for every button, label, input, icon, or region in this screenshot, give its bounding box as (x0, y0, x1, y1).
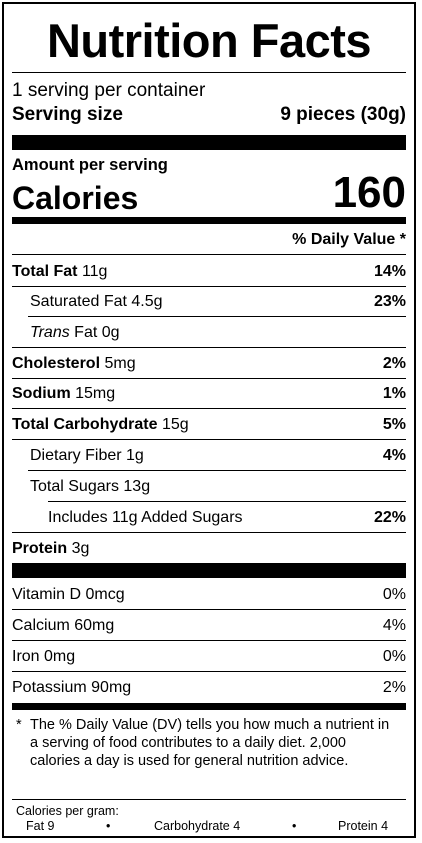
calories-per-gram-carbohydrate: Carbohydrate 4 (154, 819, 241, 833)
divider (12, 286, 406, 287)
divider (12, 671, 406, 672)
vitamin-row-calcium: Calcium 60mg 4% (12, 616, 406, 636)
nutrient-dv: 23% (373, 293, 406, 310)
divider (12, 254, 406, 255)
divider (12, 408, 406, 409)
label-title: Nutrition Facts (46, 14, 372, 67)
daily-value-header: % Daily Value * (292, 231, 406, 248)
nutrient-name-italic: Trans (30, 324, 70, 341)
calories-label: Calories (12, 180, 139, 216)
calories-row: Calories 160 (12, 168, 406, 218)
calories-per-gram-separator: • (106, 819, 111, 833)
vitamin-name: Vitamin D (12, 586, 82, 603)
serving-thick-bar (12, 135, 406, 150)
divider (12, 378, 406, 379)
nutrient-amount: 3g (71, 540, 90, 557)
nutrient-dv: 5% (382, 416, 406, 433)
serving-size-value: 9 pieces (30g) (280, 104, 406, 125)
vitamin-dv: 0% (382, 648, 406, 665)
nutrient-row-sodium: Sodium 15mg 1% (12, 384, 406, 404)
calories-medium-bar (12, 217, 406, 224)
nutrient-amount: 1g (126, 447, 144, 464)
title-divider (12, 72, 406, 73)
divider (28, 470, 406, 471)
nutrient-row-trans-fat: Trans Fat 0g (12, 323, 406, 343)
nutrient-amount: 0g (101, 324, 120, 341)
nutrient-row-saturated-fat: Saturated Fat 4.5g 23% (12, 292, 406, 312)
vitamin-dv: 2% (382, 679, 406, 696)
nutrient-dv: 4% (382, 447, 406, 464)
divider (12, 532, 406, 533)
vitamin-amount: 0mg (44, 648, 76, 665)
nutrient-row-total-carbohydrate: Total Carbohydrate 15g 5% (12, 415, 406, 435)
nutrient-name: Protein (12, 540, 68, 557)
divider (12, 640, 406, 641)
vitamin-name: Calcium (12, 617, 70, 634)
nutrient-dv: 22% (373, 509, 406, 526)
calories-per-gram-fat: Fat 9 (26, 819, 55, 833)
nutrient-name: Sodium (12, 385, 71, 402)
serving-size-row: Serving size 9 pieces (30g) (12, 104, 406, 126)
nutrient-amount: 13g (123, 478, 151, 495)
divider (48, 501, 406, 502)
nutrient-row-dietary-fiber: Dietary Fiber 1g 4% (12, 446, 406, 466)
nutrient-row-cholesterol: Cholesterol 5mg 2% (12, 354, 406, 374)
amount-per-serving: Amount per serving (12, 156, 168, 174)
vitamin-row-iron: Iron 0mg 0% (12, 647, 406, 667)
nutrient-row-total-sugars: Total Sugars 13g (12, 477, 406, 497)
vitamin-name: Potassium (12, 679, 87, 696)
divider (12, 439, 406, 440)
vitamin-amount: 0mcg (85, 586, 125, 603)
calories-per-gram-separator: • (292, 819, 297, 833)
nutrient-name: Cholesterol (12, 355, 101, 372)
protein-thick-bar (12, 563, 406, 578)
vitamin-amount: 60mg (74, 617, 115, 634)
vitamin-row-vitamin-d: Vitamin D 0mcg 0% (12, 585, 406, 605)
nutrient-amount: 4.5g (131, 293, 163, 310)
footnote-asterisk: * (16, 717, 22, 733)
nutrient-name: Saturated Fat (30, 293, 127, 310)
vitamin-dv: 4% (382, 617, 406, 634)
divider (12, 609, 406, 610)
vitamins-medium-bar (12, 703, 406, 710)
nutrient-amount: 15g (161, 416, 189, 433)
nutrient-row-protein: Protein 3g (12, 539, 406, 559)
nutrient-amount: 5mg (104, 355, 136, 372)
nutrient-row-total-fat: Total Fat 11g 14% (12, 262, 406, 282)
vitamin-dv: 0% (382, 586, 406, 603)
nutrition-facts-label: Nutrition Facts 1 serving per container … (2, 2, 416, 838)
calories-per-gram-protein: Protein 4 (338, 819, 389, 833)
nutrient-name: Total Fat (12, 263, 78, 280)
nutrient-amount: 11g (81, 263, 108, 280)
divider (12, 799, 406, 800)
nutrient-name: Includes 11g Added Sugars (48, 509, 243, 526)
vitamin-amount: 90mg (91, 679, 132, 696)
nutrient-row-added-sugars: Includes 11g Added Sugars 22% (12, 508, 406, 528)
vitamin-name: Iron (12, 648, 40, 665)
serving-size-label: Serving size (12, 104, 123, 125)
nutrient-dv: 14% (373, 263, 406, 280)
nutrient-name: Dietary Fiber (30, 447, 122, 464)
vitamin-row-potassium: Potassium 90mg 2% (12, 678, 406, 698)
nutrient-dv: 1% (382, 385, 406, 402)
footnote-text: The % Daily Value (DV) tells you how muc… (30, 717, 390, 769)
nutrient-name: Total Carbohydrate (12, 416, 158, 433)
nutrient-dv: 2% (382, 355, 406, 372)
calories-value: 160 (332, 168, 406, 217)
servings-per-container: 1 serving per container (12, 80, 206, 101)
divider (12, 347, 406, 348)
nutrient-name: Total Sugars (30, 478, 119, 495)
divider (28, 316, 406, 317)
nutrient-amount: 15mg (75, 385, 116, 402)
calories-per-gram-label: Calories per gram: (16, 804, 119, 818)
nutrient-name: Fat (74, 324, 98, 341)
